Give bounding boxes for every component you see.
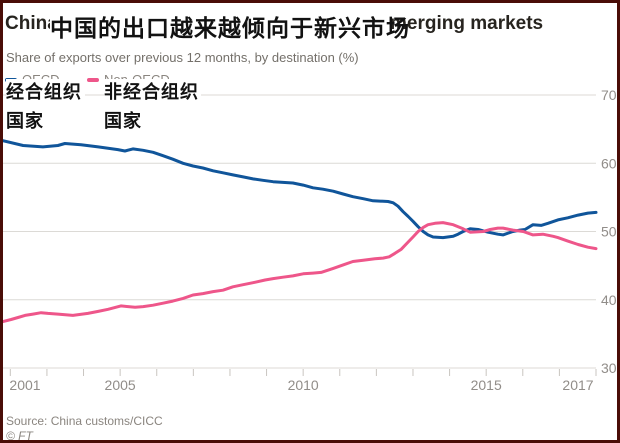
chart-subtitle: Share of exports over previous 12 months… [6,50,359,65]
y-axis-label: 60 [601,155,617,171]
source-note: Source: China customs/CICC [6,414,163,428]
y-axis-label: 30 [601,360,617,376]
x-axis-label: 2010 [288,377,319,393]
translation-overlay-legend-left-line1: 经合组织 [6,79,85,103]
y-axis-label: 70 [601,87,617,103]
ft-copyright: © FT [6,429,33,443]
non-oecd-line-swatch [87,77,99,82]
translation-overlay-legend-right-line2: 国家 [104,108,144,132]
oecd-line [3,139,598,240]
translation-overlay-title: 中国的出口越来越倾向于新兴市场 [50,7,409,44]
x-axis-label: 2005 [105,377,136,393]
y-axis-label: 50 [601,224,617,240]
non-oecd-line [3,221,598,324]
y-axis-label: 40 [601,292,617,308]
page-title-right-fragment: merging markets [390,13,544,34]
translation-overlay-legend-left-line2: 国家 [6,108,46,132]
x-axis-label: 2001 [9,377,40,393]
x-axis-label: 2017 [562,377,593,393]
x-axis-label: 2015 [471,377,502,393]
line-chart: 30 40 50 60 70 2001 2005 2010 2015 2017 [3,87,617,393]
translation-overlay-legend-right-line1: 非经合组织 [104,79,201,103]
